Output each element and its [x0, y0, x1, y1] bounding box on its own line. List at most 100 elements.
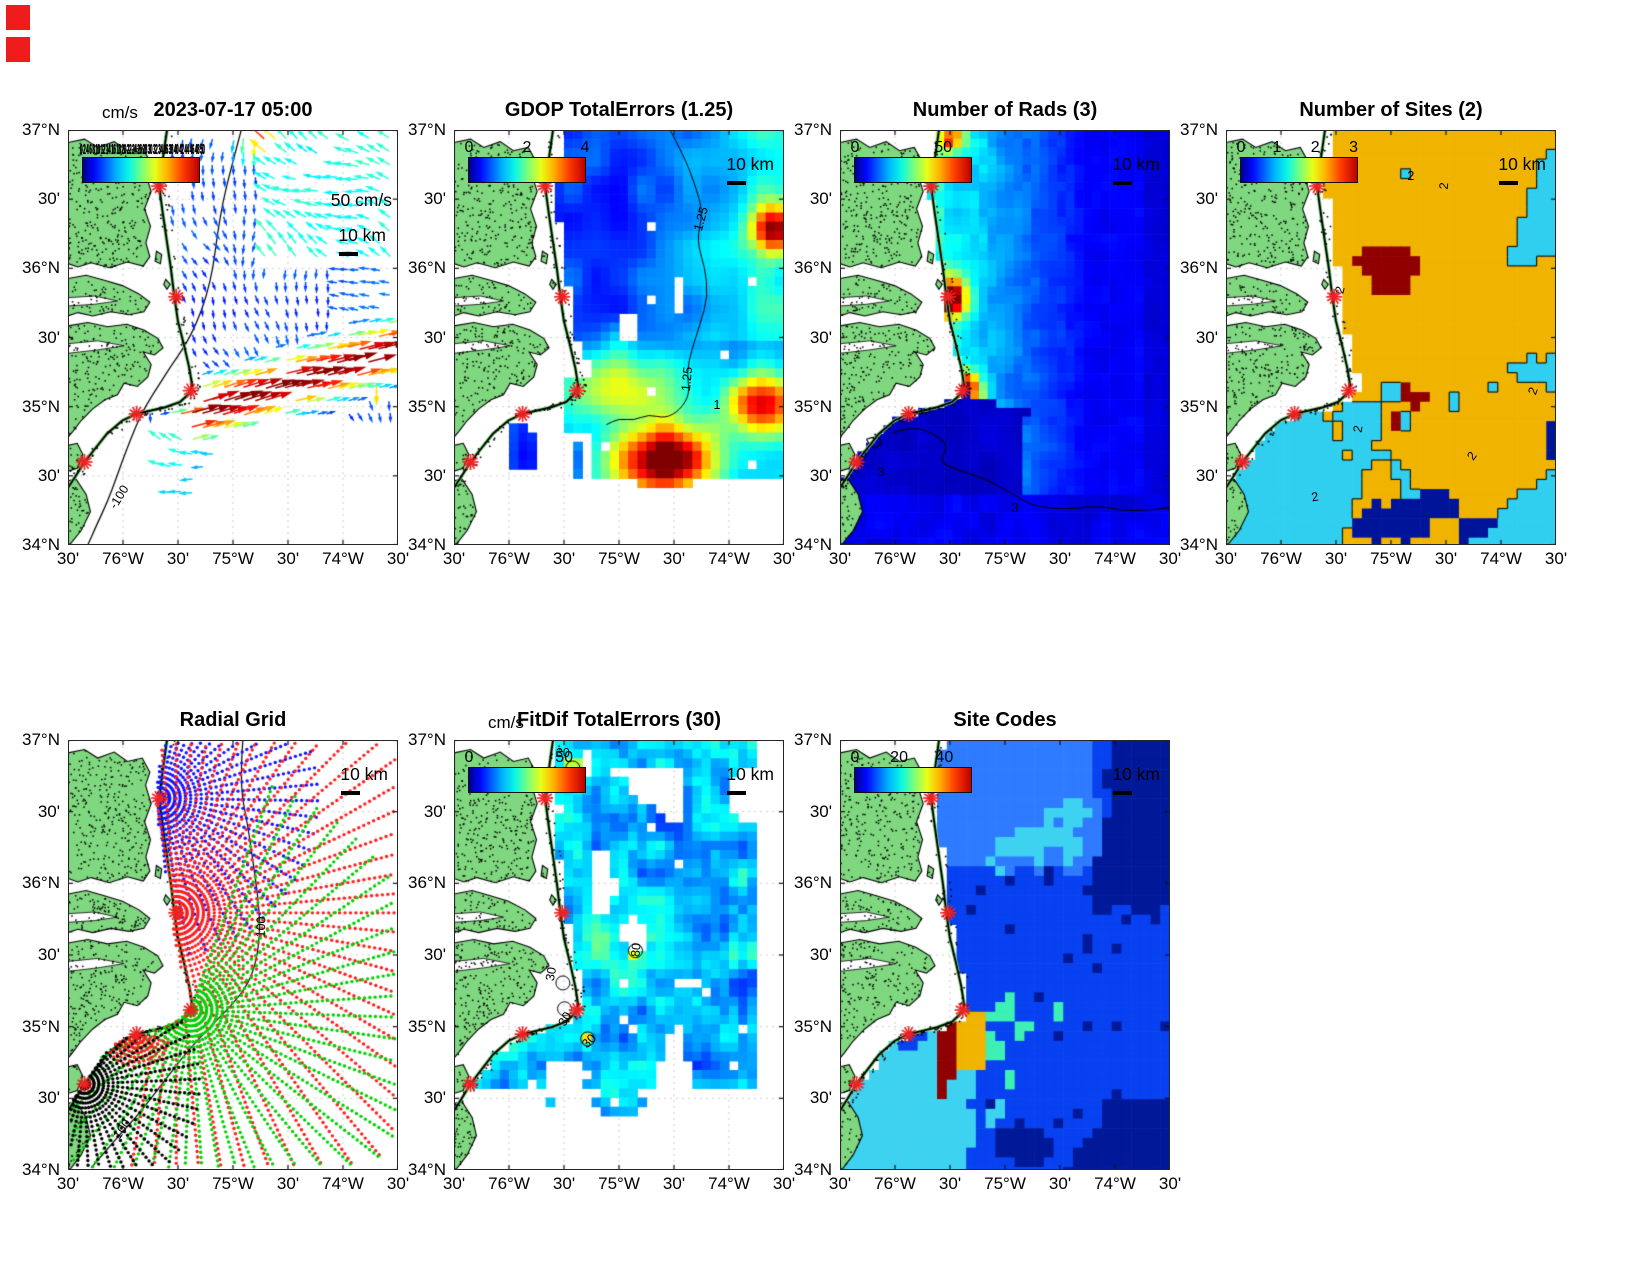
lat-tick-label: 34°N [22, 535, 60, 554]
lat-tick-label: 37°N [22, 730, 60, 749]
speed-scale-label: 50 cm/s [330, 190, 392, 210]
panel-title-currents: 2023-07-17 05:00 [153, 99, 313, 121]
scale-bar-label: 10 km [726, 154, 774, 174]
lat-tick-label: 35°N [408, 1016, 446, 1036]
lat-tick-label: 34°N [1180, 535, 1218, 554]
contour-label: 3 [1011, 500, 1019, 515]
radial-map-canvas [68, 740, 398, 1170]
lon-tick-label: 30' [938, 549, 962, 568]
colorbar-tick-label: 2 [522, 139, 532, 156]
lon-tick-label: 30' [1048, 1174, 1072, 1193]
lon-tick-label: 30' [276, 549, 300, 568]
lon-tick-label: 30' [166, 549, 190, 568]
colorbar-tick-label: 0 [850, 749, 860, 766]
colorbar-tick-label: 0 [464, 139, 474, 156]
lat-tick-label: 34°N [794, 535, 832, 554]
panel-title-fitdif: FitDif TotalErrors (30) [516, 709, 722, 731]
lon-tick-label: 30' [662, 1174, 686, 1193]
lat-tick-label: 35°N [1180, 396, 1218, 416]
colorbar-tick-label: 40 [935, 749, 954, 766]
colorbar: 0 50 [851, 139, 972, 183]
lon-tick-label: 30' [772, 1174, 796, 1193]
scale-bar-label: 10 km [338, 225, 386, 245]
scale-bar-label: 10 km [1112, 764, 1160, 784]
lat-tick-label: 37°N [22, 120, 60, 139]
lon-tick-label: 76°W [488, 549, 530, 568]
lon-tick-label: 30' [1324, 549, 1348, 568]
lon-tick-label: 30' [1214, 549, 1238, 568]
lat-tick-label: 37°N [408, 120, 446, 139]
lat-tick-label: 30' [37, 465, 60, 485]
scale-bar-label: 10 km [1498, 154, 1546, 174]
colorbar-tick-label: 1 [1272, 139, 1282, 156]
panel-gdop: GDOP TotalErrors (1.25) 37°N 30' 36°N 30' 35°… [408, 99, 795, 568]
lat-tick-label: 36°N [22, 258, 60, 278]
scale-bar [1113, 181, 1132, 185]
lat-tick-label: 30' [37, 801, 60, 821]
scale-bar-label: 10 km [1112, 154, 1160, 174]
currents-map-canvas [68, 130, 398, 545]
panel-title-sitecodes: Site Codes [953, 709, 1057, 731]
lat-tick-label: 35°N [22, 396, 60, 416]
panel-sitecodes: Site Codes 37°N 30' 36°N 30' 35°N 30' 34°N 30' 76… [794, 709, 1181, 1193]
lon-tick-label: 74°W [1480, 549, 1522, 568]
lon-tick-label: 30' [1434, 549, 1458, 568]
lon-tick-label: 75°W [212, 549, 254, 568]
lat-tick-label: 37°N [794, 120, 832, 139]
lat-tick-label: 30' [809, 945, 832, 964]
panel-title-gdop: GDOP TotalErrors (1.25) [504, 99, 734, 121]
lon-tick-label: 75°W [984, 549, 1026, 568]
lat-tick-label: 35°N [408, 396, 446, 416]
lon-tick-label: 30' [166, 1174, 190, 1193]
colorbar-tick-label: 4 [580, 139, 590, 156]
lat-tick-label: 30' [423, 801, 446, 821]
nrads-map-canvas [840, 130, 1170, 545]
lon-tick-label: 30' [552, 1174, 576, 1193]
lon-tick-label: 75°W [598, 1174, 640, 1193]
lat-tick-label: 36°N [408, 873, 446, 893]
sitecodes-map-canvas [840, 740, 1170, 1170]
gdop-map-canvas [454, 130, 784, 545]
lat-tick-label: 34°N [408, 1160, 446, 1179]
lat-tick-label: 30' [423, 189, 446, 209]
contour-label: 2 [1407, 169, 1415, 184]
lon-tick-label: 30' [938, 1174, 962, 1193]
colorbar-tick-label: 0 [1236, 139, 1246, 156]
colorbar: 0 2 4 6 8 10 12 14 16 18 20 22 24 26 28 … [80, 142, 205, 183]
colorbar-tick-label: 50 [934, 139, 953, 156]
lon-tick-label: 30' [772, 549, 796, 568]
lon-tick-label: 74°W [322, 1174, 364, 1193]
lat-tick-label: 30' [423, 945, 446, 964]
lon-tick-label: 30' [828, 1174, 852, 1193]
lon-tick-label: 76°W [874, 549, 916, 568]
lon-tick-label: 74°W [708, 549, 750, 568]
lat-tick-label: 35°N [22, 1016, 60, 1036]
contour-label: 1.25 [678, 366, 695, 392]
lat-tick-label: 34°N [408, 535, 446, 554]
lon-tick-label: 74°W [708, 1174, 750, 1193]
red-square-marker-1 [6, 5, 30, 30]
lon-tick-label: 75°W [1370, 549, 1412, 568]
contour-label: 80 [628, 942, 644, 958]
colorbar: 0 2 4 [465, 139, 589, 183]
contour-label: 30 [555, 745, 570, 760]
lat-tick-label: 35°N [794, 1016, 832, 1036]
colorbar-units-label: cm/s [102, 103, 138, 122]
lon-tick-label: 76°W [102, 549, 144, 568]
fitdif-map-canvas [454, 740, 784, 1170]
lon-tick-label: 76°W [102, 1174, 144, 1193]
lat-tick-label: 35°N [794, 396, 832, 416]
panel-title-nsites: Number of Sites (2) [1299, 99, 1483, 121]
scale-bar [1499, 181, 1518, 185]
panel-title-radial: Radial Grid [179, 709, 287, 731]
nsites-map-canvas [1226, 130, 1556, 545]
lon-tick-label: 74°W [1094, 549, 1136, 568]
lat-tick-label: 30' [423, 327, 446, 347]
scale-bar [339, 252, 358, 256]
colorbar-tick-label: 0 [464, 749, 474, 766]
lat-tick-label: 36°N [22, 873, 60, 893]
lon-tick-label: 30' [276, 1174, 300, 1193]
lat-tick-label: 36°N [794, 258, 832, 278]
colorbar-tick-label: 50 [555, 749, 574, 766]
